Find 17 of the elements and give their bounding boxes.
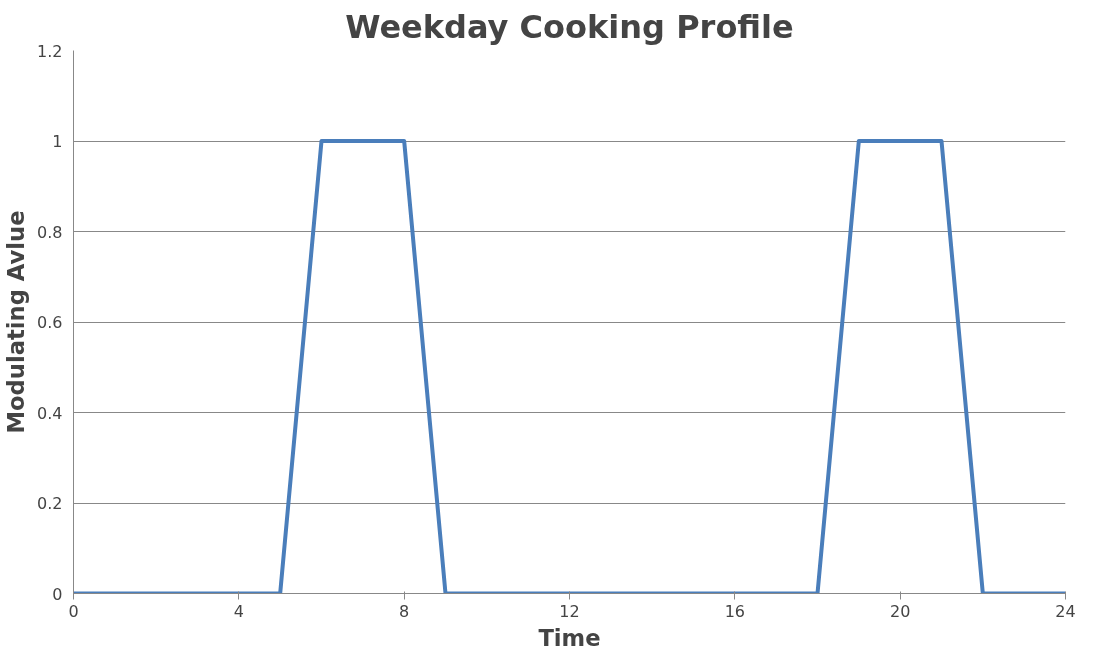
y-tick-label: 0.8	[37, 222, 63, 242]
y-tick-label: 1	[52, 132, 63, 151]
x-tick-label: 16	[724, 601, 746, 621]
x-tick-label: 0	[68, 601, 79, 621]
y-tick-label: 0.2	[37, 494, 63, 513]
x-axis-title: Time	[538, 624, 601, 651]
y-tick-label: 0	[52, 584, 63, 604]
chart-title: Weekday Cooking Profile	[345, 7, 794, 46]
y-tick-label: 0.4	[37, 403, 63, 423]
x-tick-label: 12	[559, 601, 580, 621]
x-tick-label: 20	[889, 601, 911, 621]
y-axis-title: Modulating Avlue	[3, 210, 30, 434]
y-tick-label: 0.6	[37, 313, 63, 332]
x-tick-label: 4	[233, 601, 244, 621]
y-tick-label: 1.2	[37, 41, 63, 61]
x-tick-label: 8	[399, 601, 410, 621]
x-tick-label: 24	[1055, 601, 1076, 621]
